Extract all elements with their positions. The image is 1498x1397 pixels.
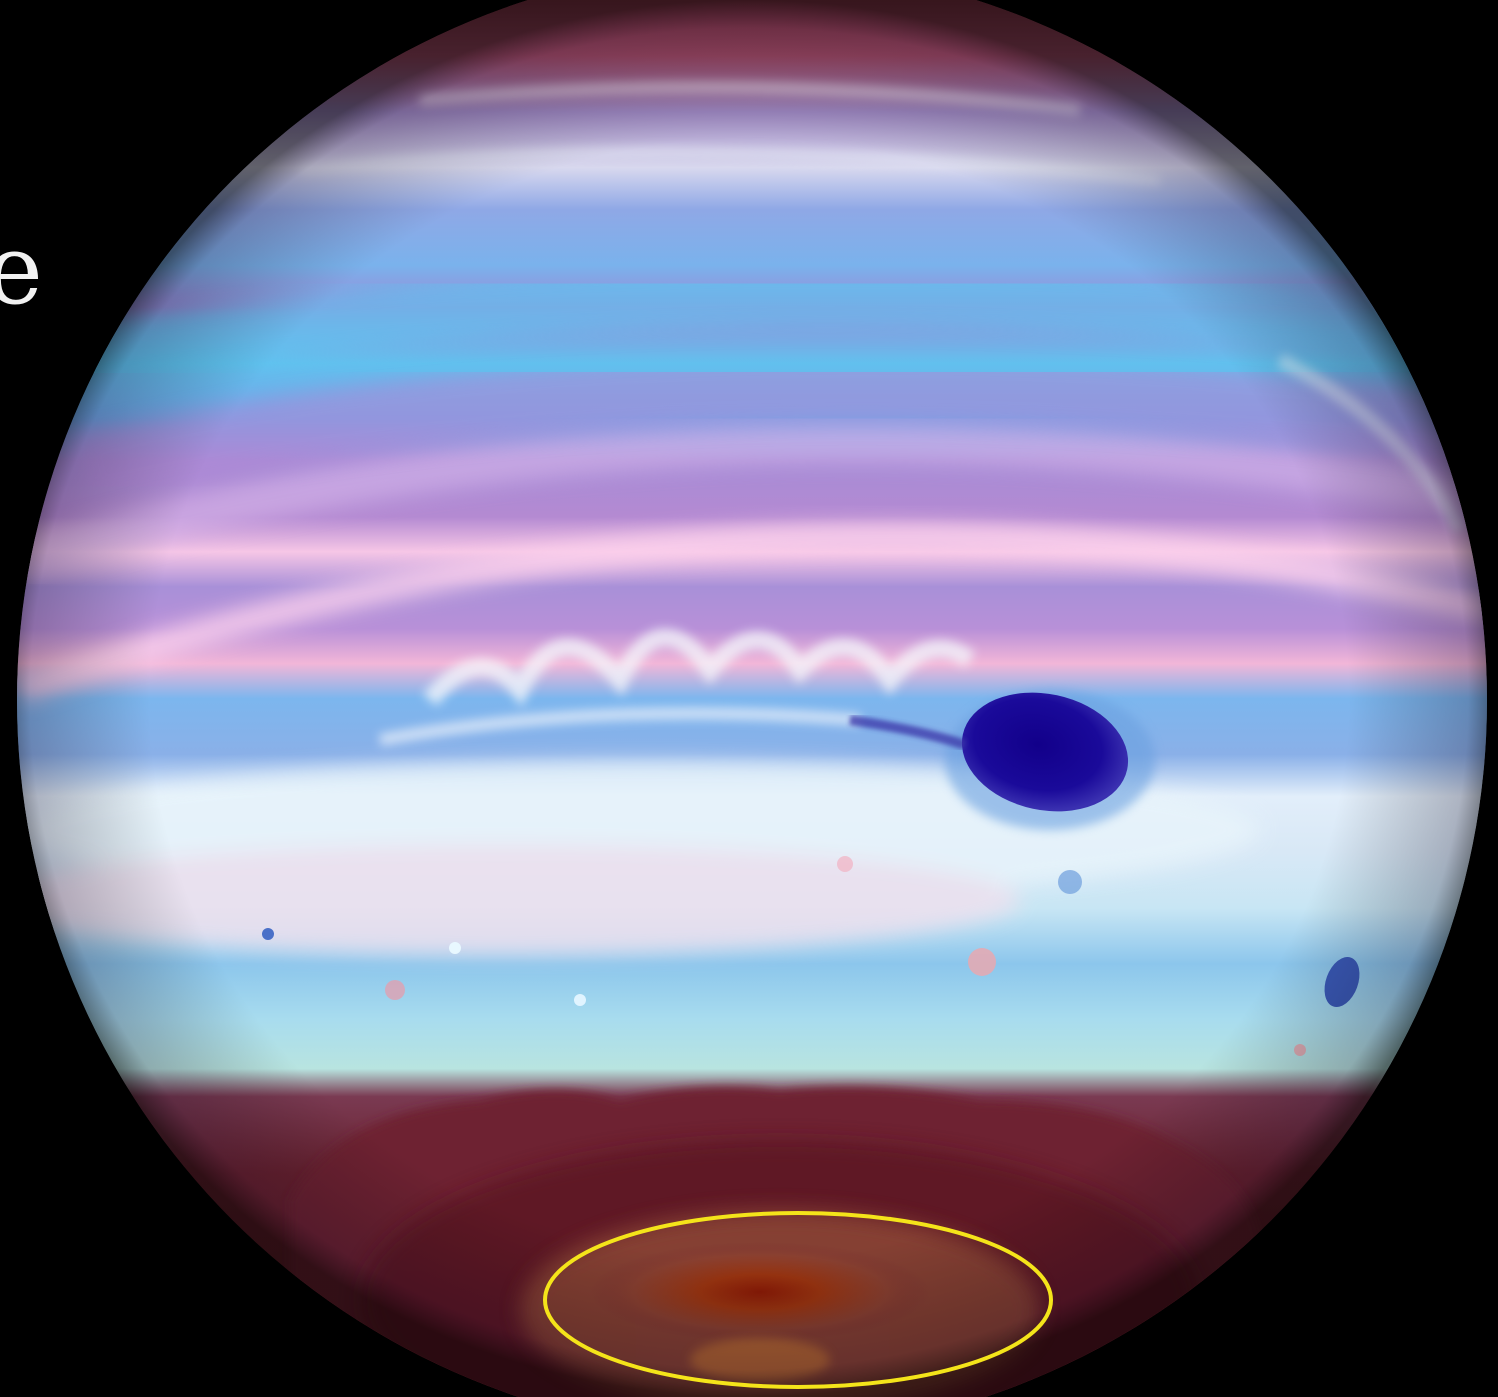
edge-text: e [0,214,43,326]
highlight-ellipse [543,1211,1053,1389]
